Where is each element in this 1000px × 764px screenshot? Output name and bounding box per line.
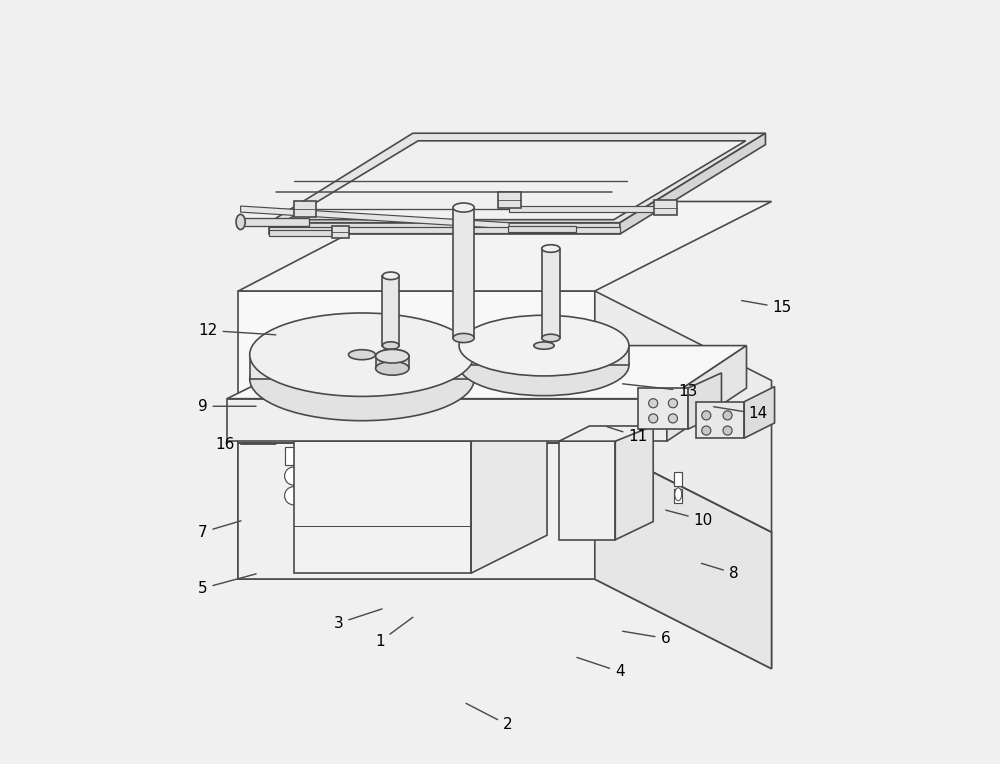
FancyBboxPatch shape: [470, 447, 488, 465]
Text: 11: 11: [607, 427, 648, 444]
Polygon shape: [667, 345, 746, 441]
Ellipse shape: [376, 361, 409, 375]
Polygon shape: [696, 402, 744, 438]
Text: 1: 1: [375, 617, 413, 649]
Polygon shape: [227, 399, 667, 441]
Polygon shape: [238, 291, 595, 579]
Polygon shape: [509, 206, 665, 212]
Polygon shape: [471, 403, 547, 573]
Polygon shape: [498, 193, 521, 208]
Polygon shape: [294, 202, 316, 217]
FancyBboxPatch shape: [674, 472, 682, 486]
Polygon shape: [459, 345, 629, 365]
Circle shape: [285, 467, 303, 485]
Text: 9: 9: [198, 399, 256, 414]
Ellipse shape: [376, 349, 409, 363]
Ellipse shape: [534, 342, 554, 349]
FancyBboxPatch shape: [343, 447, 361, 465]
Circle shape: [668, 414, 677, 423]
Polygon shape: [269, 223, 620, 234]
Ellipse shape: [459, 335, 629, 396]
Polygon shape: [638, 388, 688, 429]
Polygon shape: [559, 441, 615, 539]
Text: 13: 13: [623, 384, 698, 399]
Text: 4: 4: [577, 658, 625, 679]
Polygon shape: [332, 225, 349, 238]
Polygon shape: [288, 141, 746, 220]
Polygon shape: [559, 426, 653, 441]
Ellipse shape: [459, 316, 629, 376]
Circle shape: [668, 399, 677, 408]
Ellipse shape: [236, 215, 245, 229]
Polygon shape: [376, 356, 409, 368]
Polygon shape: [453, 208, 474, 338]
Circle shape: [723, 411, 732, 420]
Polygon shape: [654, 200, 677, 215]
Text: 5: 5: [198, 574, 256, 596]
FancyBboxPatch shape: [285, 447, 303, 465]
Ellipse shape: [624, 481, 631, 493]
Circle shape: [470, 467, 488, 485]
Ellipse shape: [250, 337, 474, 421]
Circle shape: [723, 426, 732, 435]
Text: 12: 12: [198, 323, 276, 338]
Text: 3: 3: [334, 609, 382, 631]
Polygon shape: [238, 442, 595, 579]
Polygon shape: [744, 387, 775, 438]
FancyBboxPatch shape: [417, 447, 436, 465]
Text: 15: 15: [742, 300, 792, 316]
Text: 16: 16: [216, 437, 276, 452]
Polygon shape: [508, 225, 576, 231]
Polygon shape: [542, 248, 560, 338]
Text: 6: 6: [623, 631, 670, 646]
Ellipse shape: [382, 342, 399, 349]
Circle shape: [285, 487, 303, 505]
Ellipse shape: [624, 499, 631, 512]
FancyBboxPatch shape: [343, 468, 361, 486]
Polygon shape: [227, 345, 746, 399]
Text: 8: 8: [701, 563, 738, 581]
Text: 2: 2: [466, 704, 512, 733]
Ellipse shape: [675, 487, 682, 500]
Ellipse shape: [376, 349, 409, 363]
Circle shape: [343, 467, 361, 485]
Ellipse shape: [542, 334, 560, 342]
Polygon shape: [250, 354, 474, 379]
Circle shape: [470, 487, 488, 505]
Polygon shape: [615, 423, 653, 539]
Text: 7: 7: [198, 521, 241, 539]
Polygon shape: [241, 206, 509, 228]
Ellipse shape: [250, 313, 474, 397]
Polygon shape: [241, 219, 309, 225]
FancyBboxPatch shape: [417, 468, 436, 486]
Polygon shape: [269, 227, 620, 233]
Polygon shape: [294, 416, 547, 441]
Polygon shape: [595, 442, 772, 668]
Polygon shape: [269, 133, 765, 223]
FancyBboxPatch shape: [470, 468, 488, 486]
Text: 10: 10: [666, 510, 713, 527]
Circle shape: [649, 414, 658, 423]
Circle shape: [649, 399, 658, 408]
Ellipse shape: [382, 272, 399, 280]
Circle shape: [417, 487, 436, 505]
Ellipse shape: [348, 350, 375, 360]
Circle shape: [702, 411, 711, 420]
Circle shape: [702, 426, 711, 435]
Polygon shape: [688, 373, 721, 429]
Text: 14: 14: [714, 406, 767, 422]
Circle shape: [417, 467, 436, 485]
Polygon shape: [620, 133, 765, 234]
Circle shape: [343, 487, 361, 505]
Polygon shape: [595, 291, 772, 668]
Polygon shape: [269, 230, 341, 236]
FancyBboxPatch shape: [674, 489, 682, 503]
Polygon shape: [382, 276, 399, 345]
FancyBboxPatch shape: [624, 465, 631, 478]
Ellipse shape: [453, 333, 474, 342]
Polygon shape: [294, 441, 471, 573]
Polygon shape: [238, 202, 772, 291]
Ellipse shape: [542, 244, 560, 252]
Ellipse shape: [453, 203, 474, 212]
